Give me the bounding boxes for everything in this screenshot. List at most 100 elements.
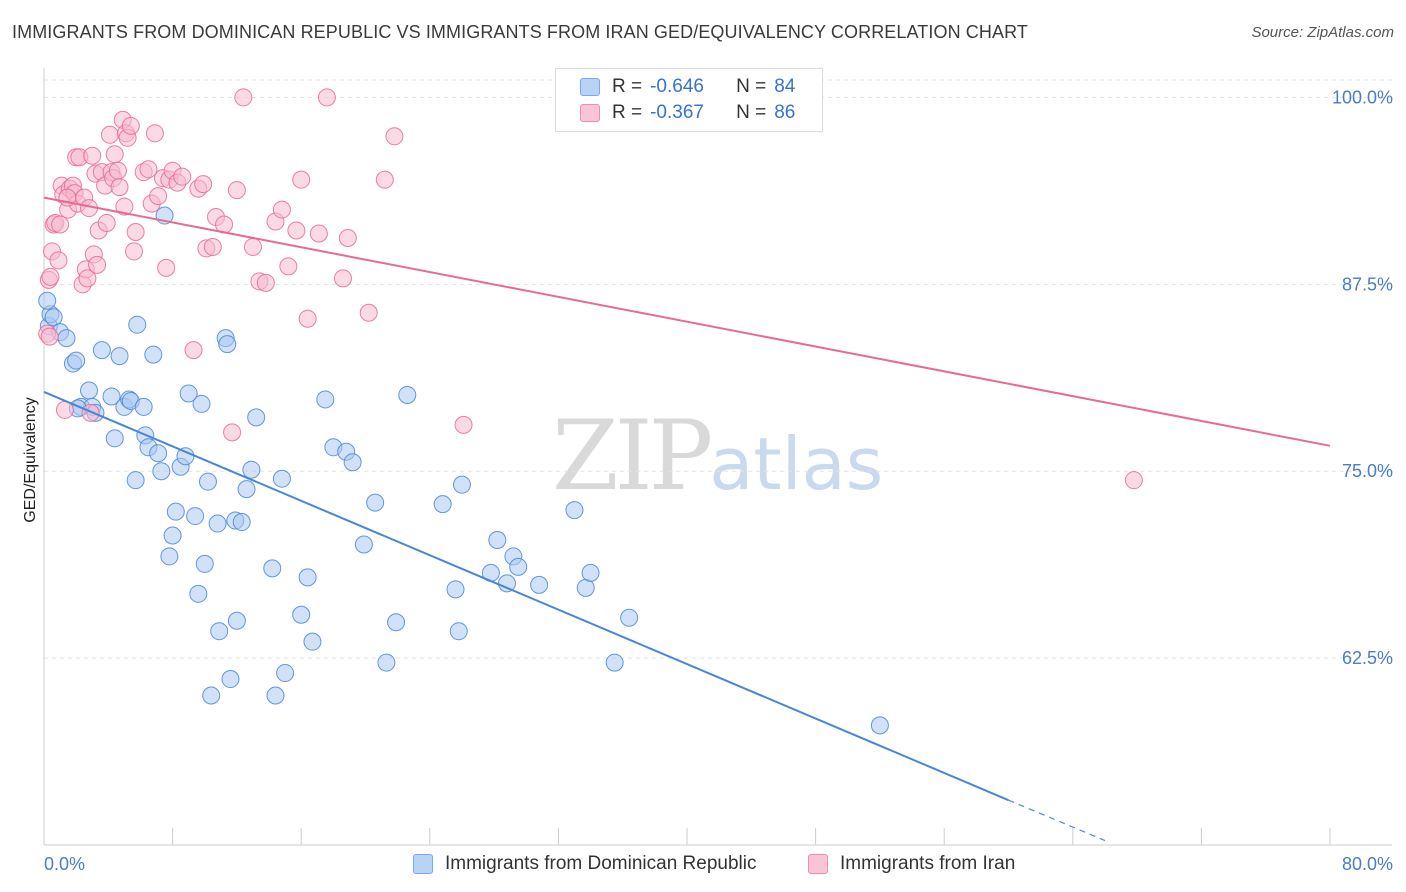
data-point bbox=[97, 214, 116, 233]
data-point bbox=[338, 228, 357, 247]
data-point bbox=[227, 611, 246, 630]
data-point bbox=[276, 664, 295, 683]
trend-line-extension-0 bbox=[1008, 799, 1106, 842]
data-point bbox=[387, 613, 406, 632]
data-point bbox=[446, 580, 465, 599]
data-point bbox=[227, 181, 246, 200]
legend-r-label: R = bbox=[612, 102, 643, 123]
legend-n-value: 84 bbox=[774, 76, 796, 97]
data-point bbox=[44, 308, 63, 327]
data-point bbox=[530, 575, 549, 594]
data-point bbox=[870, 716, 889, 735]
data-point bbox=[581, 563, 600, 582]
x-tick-label: 0.0% bbox=[44, 854, 85, 874]
data-point bbox=[452, 475, 471, 494]
data-point bbox=[102, 387, 121, 406]
data-point bbox=[576, 578, 595, 597]
data-point bbox=[144, 345, 163, 364]
data-point bbox=[243, 237, 262, 256]
y-tick-label: 62.5% bbox=[1342, 648, 1393, 668]
data-point bbox=[125, 242, 144, 261]
axes bbox=[43, 68, 1392, 846]
y-tick-label: 100.0% bbox=[1332, 87, 1393, 107]
data-point bbox=[237, 480, 256, 499]
data-point bbox=[232, 513, 251, 532]
data-point bbox=[67, 351, 86, 370]
data-point bbox=[51, 215, 70, 234]
watermark-atlas: atlas bbox=[709, 422, 884, 506]
tick-labels: 62.5% 75.0% 87.5% 100.0% 0.0% 80.0% GED/Equiva… bbox=[22, 87, 1393, 874]
data-point bbox=[57, 329, 76, 348]
data-point bbox=[208, 514, 227, 533]
data-point bbox=[266, 686, 285, 705]
data-point bbox=[186, 507, 205, 526]
legend-r-label: R = bbox=[612, 76, 643, 97]
data-point bbox=[221, 670, 240, 689]
data-point bbox=[105, 429, 124, 448]
series-1-points bbox=[38, 88, 1143, 490]
data-point bbox=[179, 384, 198, 403]
data-point bbox=[198, 472, 217, 491]
chart-title: IMMIGRANTS FROM DOMINICAN REPUBLIC VS IM… bbox=[12, 22, 1028, 42]
data-point bbox=[210, 622, 229, 641]
data-point bbox=[272, 200, 291, 219]
data-point bbox=[287, 221, 306, 240]
data-point bbox=[263, 559, 282, 578]
y-tick-label: 87.5% bbox=[1342, 274, 1393, 294]
y-tick-label: 75.0% bbox=[1342, 461, 1393, 481]
data-point bbox=[41, 267, 60, 286]
x-tick-label: 80.0% bbox=[1342, 854, 1393, 874]
data-point bbox=[105, 145, 124, 164]
data-point bbox=[157, 258, 176, 277]
data-point bbox=[194, 175, 213, 194]
data-point bbox=[189, 584, 208, 603]
data-point bbox=[279, 257, 298, 276]
data-point bbox=[110, 347, 129, 366]
data-point bbox=[78, 269, 97, 288]
bottom-legend-dominican: Immigrants from Dominican Republic bbox=[413, 852, 757, 876]
data-point bbox=[292, 605, 311, 624]
data-point bbox=[202, 686, 221, 705]
legend-r-value: -0.646 bbox=[650, 76, 704, 97]
data-point bbox=[298, 568, 317, 587]
data-point bbox=[149, 187, 168, 206]
legend-n-label: N = bbox=[736, 102, 767, 123]
data-point bbox=[359, 303, 378, 322]
data-point bbox=[195, 554, 214, 573]
data-point bbox=[134, 397, 153, 416]
data-point bbox=[509, 557, 528, 576]
data-point bbox=[160, 547, 179, 566]
data-point bbox=[454, 415, 473, 434]
data-point bbox=[565, 501, 584, 520]
data-point bbox=[303, 632, 322, 651]
data-point bbox=[145, 124, 164, 143]
data-point bbox=[449, 622, 468, 641]
correlation-legend: R = -0.646 N = 84 R = -0.367 N = 86 bbox=[555, 68, 823, 132]
legend-n-value: 86 bbox=[774, 102, 796, 123]
data-point bbox=[247, 408, 266, 427]
legend-r-value: -0.367 bbox=[650, 102, 704, 123]
data-point bbox=[184, 341, 203, 360]
legend-n-label: N = bbox=[736, 76, 767, 97]
data-point bbox=[433, 495, 452, 514]
data-point bbox=[366, 493, 385, 512]
data-point bbox=[316, 390, 335, 409]
data-point bbox=[108, 161, 127, 180]
data-point bbox=[256, 273, 275, 292]
data-point bbox=[92, 341, 111, 360]
data-point bbox=[298, 309, 317, 328]
data-point bbox=[115, 197, 134, 216]
data-point bbox=[126, 222, 145, 241]
bottom-legend-iran: Immigrants from Iran bbox=[808, 852, 1015, 876]
data-point bbox=[242, 460, 261, 479]
data-point bbox=[38, 291, 57, 310]
data-point bbox=[377, 653, 396, 672]
source-credit: Source: ZipAtlas.com bbox=[1251, 24, 1394, 41]
y-axis-title: GED/Equivalency bbox=[22, 397, 39, 522]
data-point bbox=[110, 178, 129, 197]
data-point bbox=[223, 423, 242, 442]
data-point bbox=[149, 444, 168, 463]
data-point bbox=[152, 462, 171, 481]
bottom-legend-swatch-iran bbox=[808, 854, 828, 874]
